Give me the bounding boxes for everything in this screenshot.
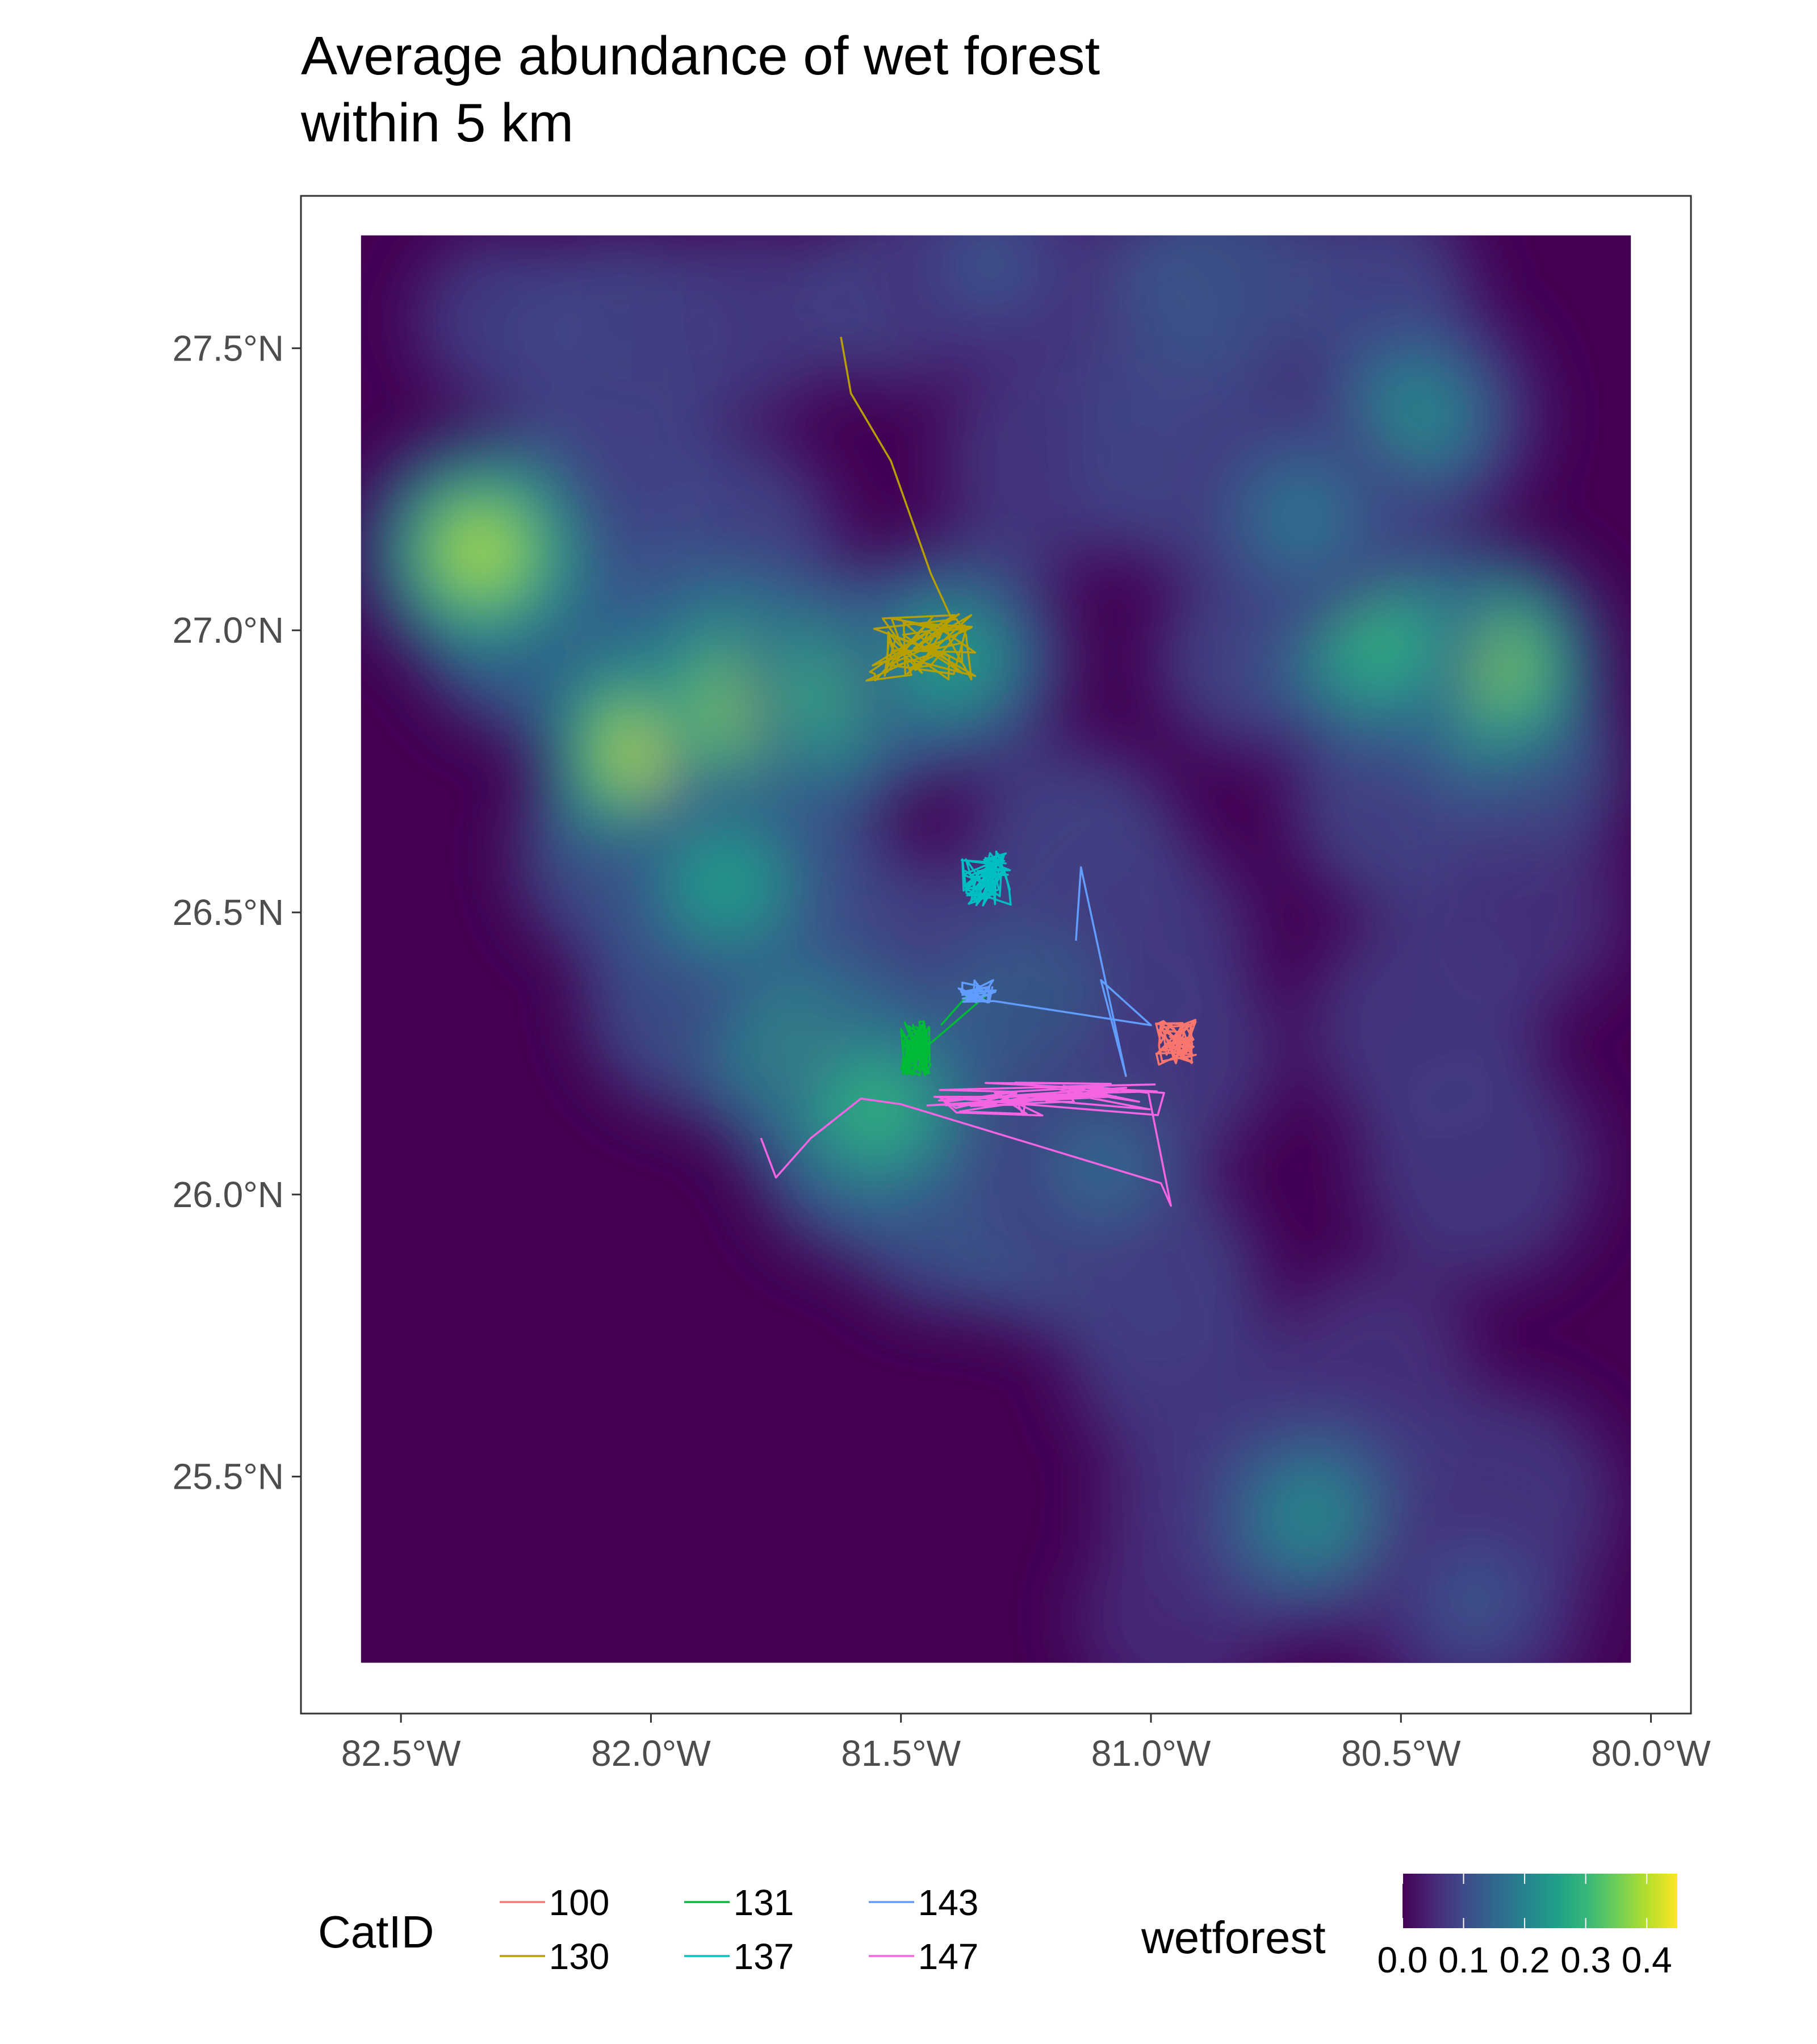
colorbar-label-4: 0.4 <box>1622 1940 1672 1980</box>
x-tick-label-3: 81.0°W <box>1091 1733 1211 1774</box>
panel-border <box>300 195 1692 1715</box>
x-tick-label-5: 80.0°W <box>1591 1733 1711 1774</box>
legend-catid: CatID 100 130 131 137 143 147 <box>318 1882 978 1977</box>
hotspot-core-15 <box>1439 1564 1513 1638</box>
y-axis: 25.5°N 26.0°N 26.5°N 27.0°N 27.5°N <box>173 328 301 1497</box>
y-tick-label-4: 27.5°N <box>173 328 284 368</box>
raster-patch-2 <box>656 235 846 415</box>
chart-title-line-2: within 5 km <box>301 93 574 153</box>
legend-wetforest-title: wetforest <box>1141 1912 1326 1963</box>
chart-title: Average abundance of wet forest within 5… <box>301 23 1664 157</box>
x-tick-label-2: 81.5°W <box>841 1733 961 1774</box>
track-cat-131 <box>900 990 992 1077</box>
colorbar <box>1402 1874 1677 1928</box>
wetforest-raster <box>361 235 1631 1663</box>
x-tick-label-4: 80.5°W <box>1341 1733 1461 1774</box>
hotspot-core-13 <box>954 235 1028 301</box>
hotspot-core-0 <box>444 514 518 589</box>
hotspot-core-14 <box>1274 1479 1348 1553</box>
track-cat-137 <box>960 850 1012 907</box>
hotspot-core-12 <box>1264 480 1338 555</box>
chart-title-line-1: Average abundance of wet forest <box>301 26 1100 86</box>
x-axis: 82.5°W 82.0°W 81.5°W 81.0°W 80.5°W 80.0°W <box>341 1714 1711 1774</box>
hotspot-core-7 <box>839 1073 913 1147</box>
raster-patch-35 <box>1430 817 1622 1008</box>
track-cat-130 <box>840 337 977 682</box>
hotspot-core-5 <box>689 847 763 922</box>
raster-patch-5 <box>1123 235 1329 384</box>
colorbar-label-1: 0.1 <box>1438 1940 1489 1980</box>
track-cat-100 <box>1155 1019 1197 1066</box>
legend-wetforest: wetforest 0.0 0.1 0.2 0.3 0.4 <box>1141 1874 1677 1980</box>
y-tick-label-1: 26.0°N <box>173 1174 284 1215</box>
colorbar-label-0: 0.0 <box>1378 1940 1428 1980</box>
legend-label-130: 130 <box>549 1936 610 1977</box>
hotspot-layer <box>362 235 1624 1663</box>
legend-label-131: 131 <box>734 1882 794 1923</box>
colorbar-label-3: 0.3 <box>1560 1940 1611 1980</box>
raster-patch-29 <box>1359 1050 1592 1283</box>
hotspot-core-11 <box>1379 379 1453 453</box>
legend-label-147: 147 <box>918 1936 979 1977</box>
hotspot-core-8 <box>1064 1129 1138 1204</box>
track-cat-143 <box>957 866 1152 1077</box>
hotspot-core-10 <box>1339 605 1413 679</box>
legend-catid-title: CatID <box>318 1907 434 1957</box>
x-tick-label-0: 82.5°W <box>341 1733 461 1774</box>
y-tick-label-3: 27.0°N <box>173 610 284 651</box>
track-cat-147 <box>760 1081 1172 1207</box>
legend-label-137: 137 <box>734 1936 794 1977</box>
x-tick-label-1: 82.0°W <box>591 1733 711 1774</box>
legend-label-100: 100 <box>549 1882 610 1923</box>
y-tick-label-0: 25.5°N <box>173 1456 284 1497</box>
colorbar-label-2: 0.2 <box>1500 1940 1550 1980</box>
track-layer <box>760 337 1197 1207</box>
y-tick-label-2: 26.5°N <box>173 892 284 933</box>
legend-label-143: 143 <box>918 1882 979 1923</box>
